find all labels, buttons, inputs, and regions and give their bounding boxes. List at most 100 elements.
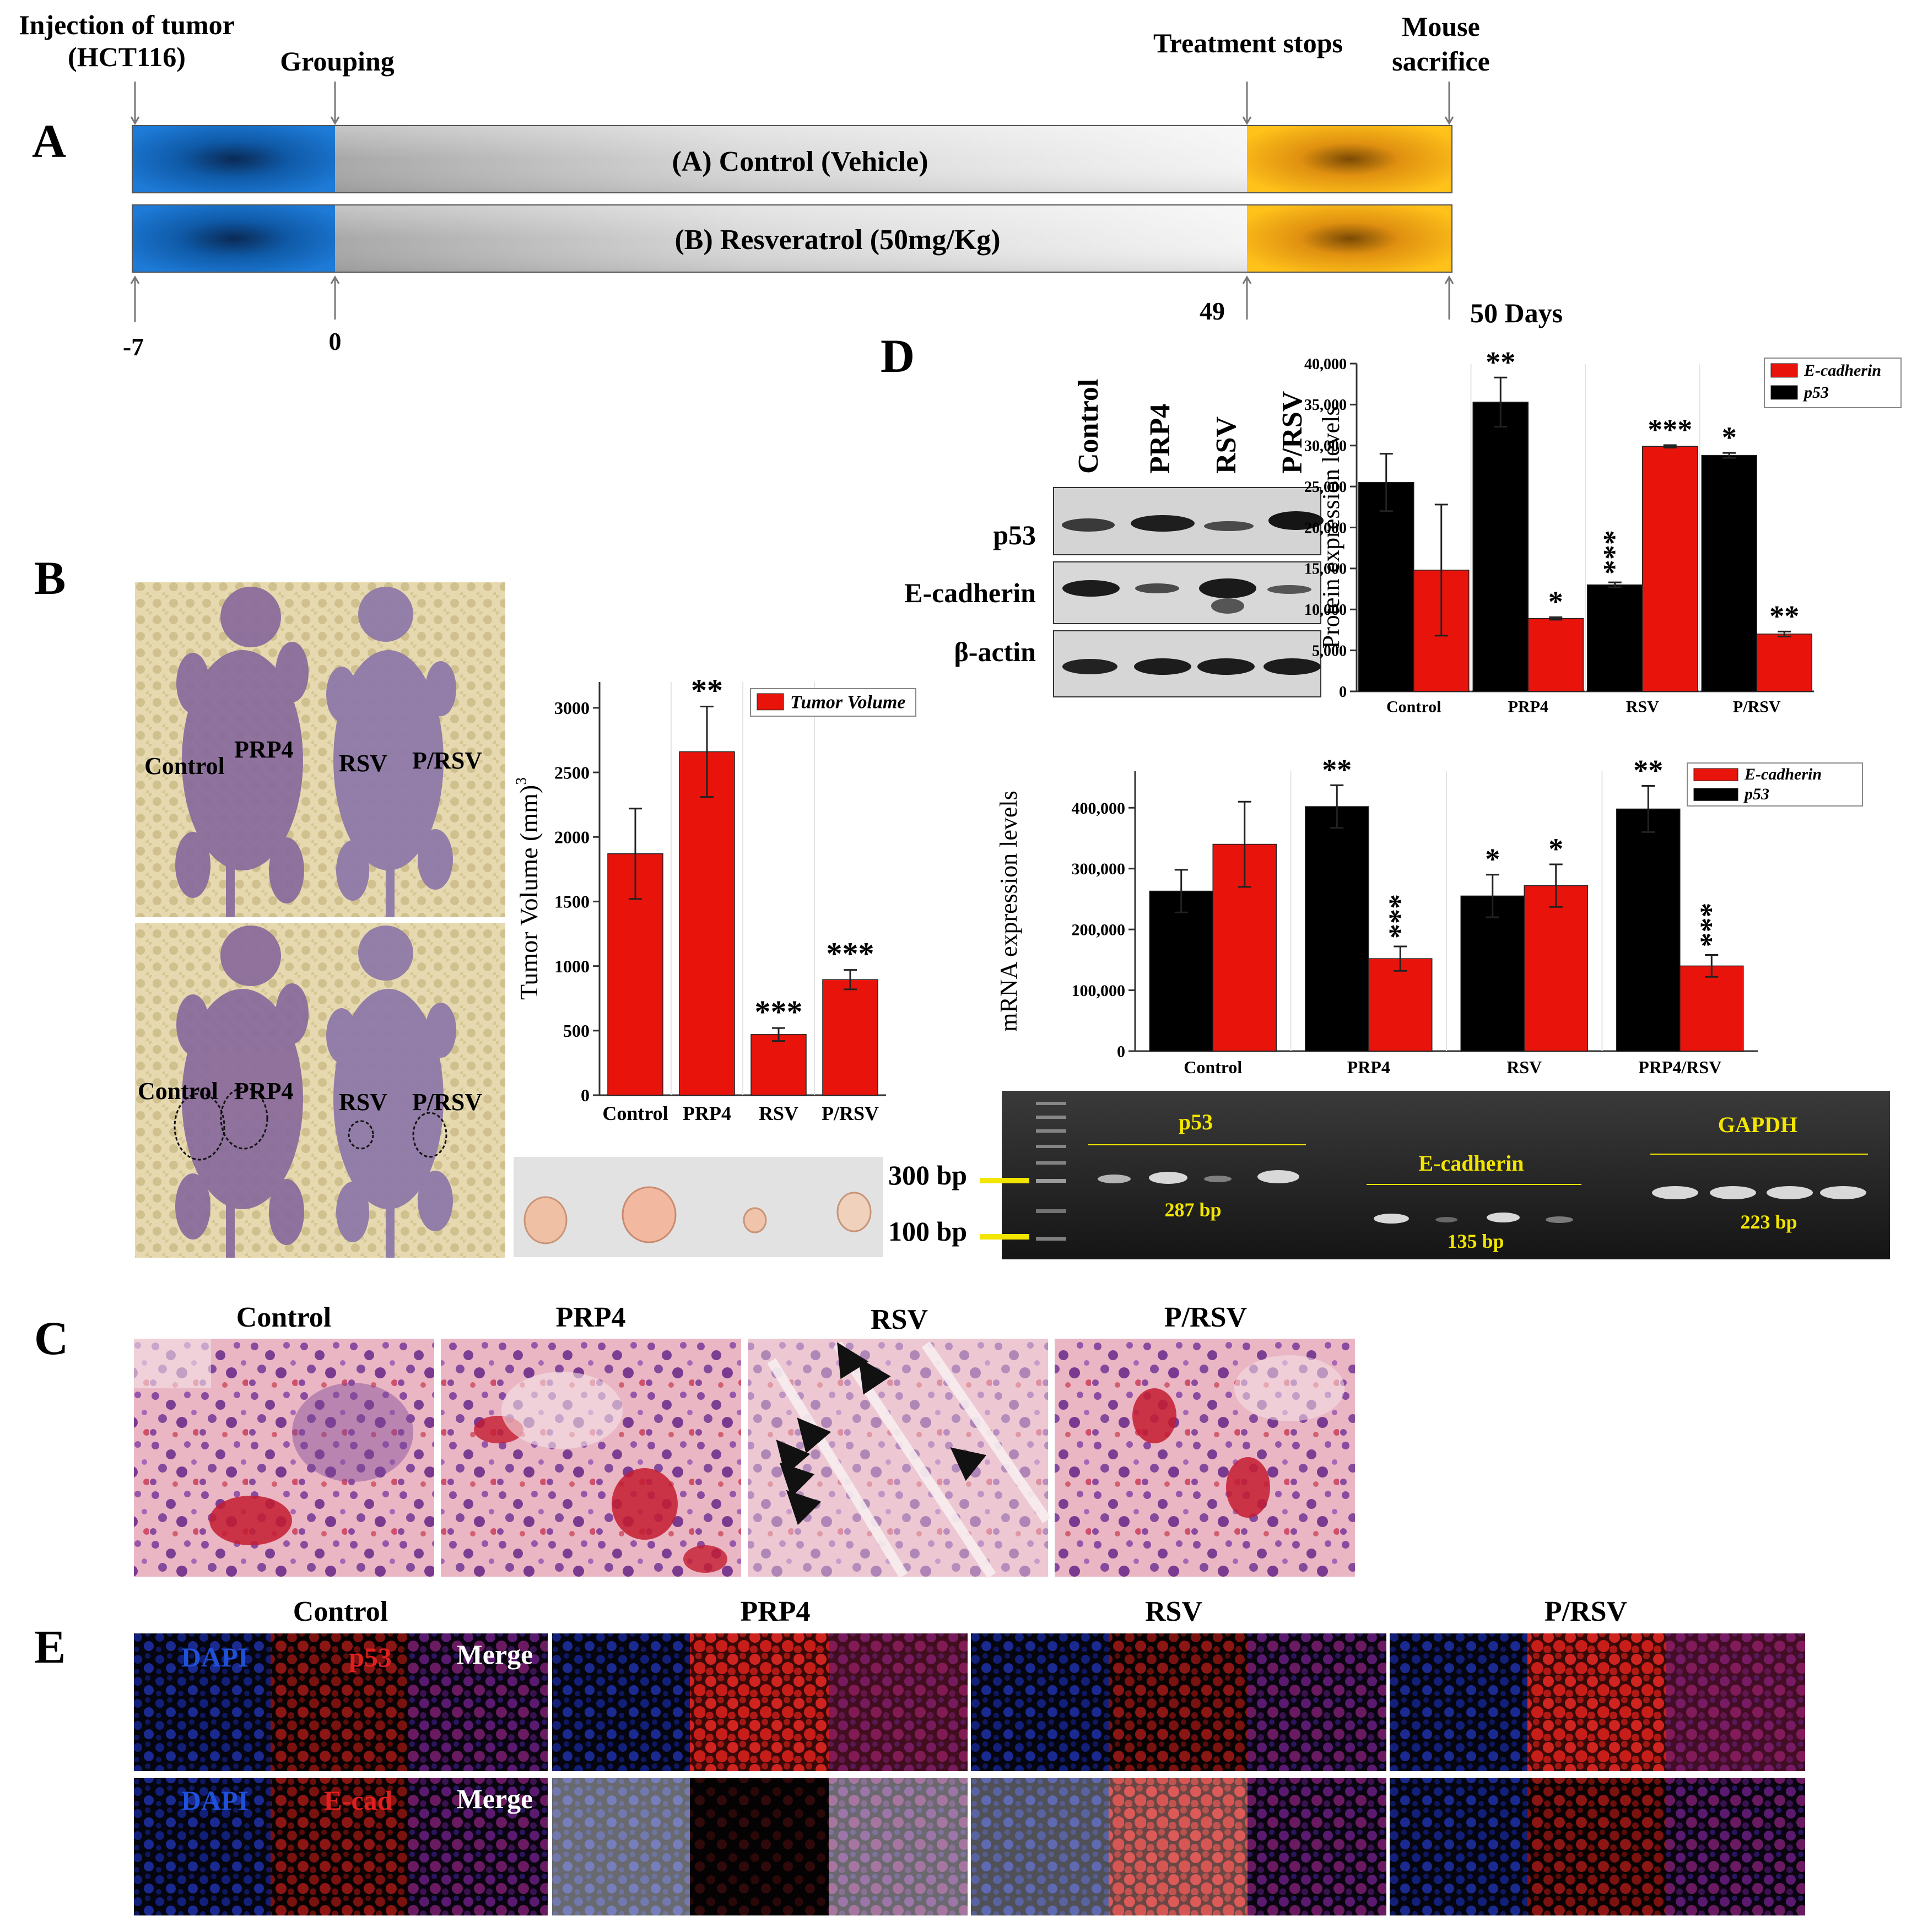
significance-mark: ** (1769, 599, 1799, 632)
x-tick-label: PRP4 (1508, 698, 1548, 716)
gel-label-ecad-size: 135 bp (1447, 1230, 1504, 1252)
mouse-bottom-label-control: Control (138, 1078, 218, 1105)
x-tick-label: P/RSV (1733, 698, 1781, 716)
group-a-label: (A) Control (Vehicle) (672, 146, 928, 177)
histology-title-rsv: RSV (871, 1304, 928, 1335)
y-tick-label: 2000 (554, 827, 590, 847)
tumor-outlines (174, 1087, 447, 1161)
bar (1701, 454, 1757, 692)
panel-d: D Control PRP4 RSV P/RSV p53 E-cadherin … (881, 329, 1902, 1259)
bar (1358, 481, 1414, 692)
x-tick-label: Control (1386, 698, 1441, 716)
legend-label: p53 (1802, 383, 1829, 402)
mouse-top-label-rsv: RSV (339, 750, 387, 777)
x-tick-label: RSV (1506, 1057, 1542, 1077)
y-tick-label: 20,000 (1304, 519, 1347, 537)
significance-mark: ** (1633, 754, 1663, 787)
wb-lane-prp4: PRP4 (1144, 404, 1176, 474)
y-tick-label: 3000 (554, 698, 590, 718)
y-tick-label: 2500 (554, 762, 590, 782)
wb-lane-control: Control (1073, 379, 1104, 474)
histology-image-rsv (748, 1339, 1051, 1578)
gel-marker-100: 100 bp (888, 1216, 967, 1247)
gel-label-p53: p53 (1179, 1110, 1213, 1134)
protein-expression-chart: 0 5,000 10,000 15,000 20,000 25,000 30,000 35,0… (1304, 345, 1902, 716)
mouse-photo-top: Control PRP4 RSV P/RSV (135, 582, 505, 917)
if-control: DAPI p53 Merge DAPI E-cad Merge (134, 1633, 548, 1915)
significance-mark: * (1548, 585, 1563, 618)
gel-ladder (1036, 1102, 1066, 1241)
y-tick-label: 300,000 (1072, 860, 1126, 878)
day-49: 49 (1200, 297, 1225, 325)
significance-mark: *** (1694, 903, 1727, 948)
mouse-bottom-label-prp4: PRP4 (234, 1078, 294, 1105)
wb-blot-ecad (1053, 561, 1321, 624)
significance-mark: *** (755, 994, 803, 1030)
wb-row-p53: p53 (993, 519, 1036, 550)
mouse-top-label-prp4: PRP4 (234, 736, 294, 763)
timeline-bar-a: (A) Control (Vehicle) (132, 125, 1452, 193)
y-axis-label: Tumor Volume (mm)3 (512, 777, 543, 1000)
sacrifice-label-line2: sacrifice (1392, 46, 1490, 77)
y-tick-label: 40,000 (1304, 356, 1347, 373)
mouse-right (326, 587, 456, 917)
y-tick-label: 100,000 (1072, 982, 1126, 1000)
significance-mark: *** (827, 936, 874, 972)
significance-mark: ** (691, 673, 723, 708)
panel-label-a: A (32, 115, 66, 167)
if-group-control: Control (293, 1596, 388, 1627)
histology-title-prp4: PRP4 (555, 1302, 625, 1333)
y-tick-label: 500 (563, 1021, 590, 1041)
significance-mark: *** (1597, 530, 1630, 575)
excised-tumors-photo (514, 1157, 883, 1257)
if-row1-merge: Merge (457, 1639, 533, 1670)
significance-mark: *** (1383, 894, 1416, 939)
legend-swatch (1770, 385, 1798, 400)
x-tick-label: PRP4 (1347, 1057, 1390, 1077)
if-group-prp4: PRP4 (740, 1596, 810, 1627)
significance-mark: * (1485, 843, 1500, 876)
bottom-tick-arrows (130, 275, 1454, 322)
treatment-stops-label: Treatment stops (1153, 28, 1343, 58)
wb-lane-prsv: P/RSV (1277, 391, 1308, 474)
panel-a-timeline: A Injection of tumor (HCT116) Grouping T… (19, 9, 1563, 361)
y-tick-label: 10,000 (1304, 602, 1347, 619)
significance-mark: ** (1486, 345, 1515, 378)
bar (1527, 618, 1584, 692)
significance-mark: ** (1322, 753, 1352, 786)
bar (750, 1034, 807, 1096)
mouse-left (175, 587, 309, 917)
gel-bands (1098, 1170, 1866, 1224)
if-row2-dapi: DAPI (181, 1785, 249, 1816)
if-row2-merge: Merge (457, 1783, 533, 1814)
bar (1616, 808, 1681, 1052)
mrna-expression-chart: 0 100,000 200,000 300,000 400,000 mRNA expres… (995, 753, 1863, 1077)
gel-marker-100-line (980, 1234, 1029, 1240)
y-tick-label: 25,000 (1304, 479, 1347, 496)
gel-label-gapdh: GAPDH (1718, 1112, 1797, 1137)
x-tick-label: P/RSV (822, 1102, 879, 1124)
histology-title-control: Control (236, 1302, 331, 1333)
x-tick-label: PRP4 (683, 1102, 731, 1124)
if-row1-dapi: DAPI (181, 1642, 249, 1673)
x-tick-label: Control (602, 1102, 668, 1124)
panel-e: E Control PRP4 RSV P/RSV DAPI p53 Merge … (34, 1596, 1805, 1915)
histology-image-prp4 (441, 1339, 741, 1577)
legend-label: Tumor Volume (790, 692, 905, 712)
gel-label-gapdh-size: 223 bp (1740, 1211, 1797, 1233)
gel-marker-300-line (980, 1178, 1029, 1183)
tumor-volume-chart: 0 500 1000 1500 2000 2500 3000 Tumor Volume (mm… (512, 673, 916, 1124)
y-axis-label: Protein expression levels (1317, 407, 1344, 649)
rt-pcr-gel: p53 287 bp E-cadherin 135 bp GAPDH 223 b… (888, 1091, 1890, 1259)
histology-title-prsv: P/RSV (1164, 1302, 1247, 1333)
panel-label-b: B (34, 551, 66, 604)
bar (1524, 885, 1588, 1052)
y-tick-label: 5,000 (1312, 642, 1347, 659)
legend-swatch (1770, 363, 1798, 378)
day-minus-7: -7 (123, 333, 144, 361)
bar (1305, 806, 1369, 1052)
x-tick-label: RSV (1626, 698, 1659, 716)
panel-label-e: E (34, 1620, 66, 1673)
panel-label-c: C (34, 1312, 68, 1365)
